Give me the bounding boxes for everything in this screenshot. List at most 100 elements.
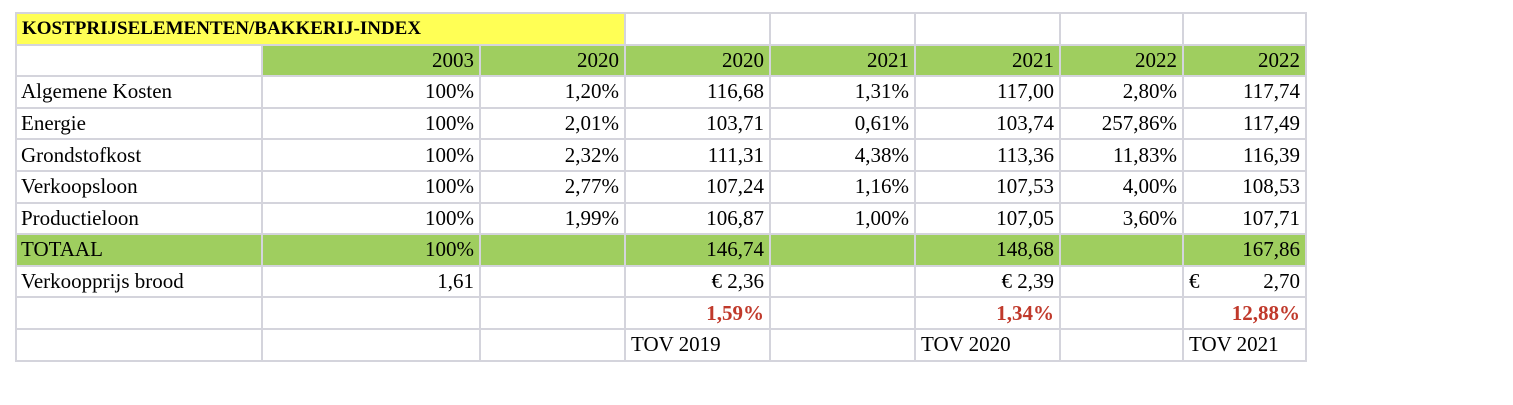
year-header: 2022 bbox=[1059, 43, 1184, 78]
cell-value: 1,31% bbox=[769, 75, 916, 109]
cell-value: 100% bbox=[261, 201, 481, 236]
total-2020: 146,74 bbox=[624, 233, 771, 267]
empty-cell bbox=[1059, 296, 1184, 330]
table-row: Productieloon 100% 1,99% 106,87 1,00% 10… bbox=[15, 201, 1307, 236]
cell-value: 108,53 bbox=[1182, 169, 1307, 204]
year-header-row: 2003 2020 2020 2021 2021 2022 2022 bbox=[15, 43, 1307, 78]
year-header: 2021 bbox=[769, 43, 916, 78]
cell-value: 106,87 bbox=[624, 201, 771, 236]
cell-value: 116,39 bbox=[1182, 138, 1307, 172]
cell-value: 113,36 bbox=[914, 138, 1061, 172]
table-row: Grondstofkost 100% 2,32% 111,31 4,38% 11… bbox=[15, 138, 1307, 172]
reference-2021: TOV 2020 bbox=[914, 327, 1061, 362]
cell-value: 2,32% bbox=[479, 138, 626, 172]
cell-value: 116,68 bbox=[624, 75, 771, 109]
cell-value: 117,74 bbox=[1182, 75, 1307, 109]
cell-value: 1,20% bbox=[479, 75, 626, 109]
total-2022: 167,86 bbox=[1182, 233, 1307, 267]
change-2020: 1,59% bbox=[624, 296, 771, 330]
cell-value: 111,31 bbox=[624, 138, 771, 172]
empty-cell bbox=[479, 233, 626, 267]
cell-value: 100% bbox=[261, 75, 481, 109]
cell-value: 103,74 bbox=[914, 106, 1061, 141]
year-header: 2020 bbox=[624, 43, 771, 78]
empty-cell bbox=[769, 264, 916, 299]
reference-2020: TOV 2019 bbox=[624, 327, 771, 362]
price-row: Verkoopprijs brood 1,61 € 2,36 € 2,39 € … bbox=[15, 264, 1307, 299]
table-row: Verkoopsloon 100% 2,77% 107,24 1,16% 107… bbox=[15, 169, 1307, 204]
cell-value: 100% bbox=[261, 106, 481, 141]
empty-cell bbox=[624, 12, 771, 46]
price-label: Verkoopprijs brood bbox=[15, 264, 263, 299]
price-2021: € 2,39 bbox=[914, 264, 1061, 299]
empty-cell bbox=[1059, 233, 1184, 267]
empty-cell bbox=[1059, 264, 1184, 299]
title-row: KOSTPRIJSELEMENTEN/BAKKERIJ-INDEX bbox=[15, 12, 1307, 46]
empty-cell bbox=[261, 296, 481, 330]
change-2021: 1,34% bbox=[914, 296, 1061, 330]
cell-value: 3,60% bbox=[1059, 201, 1184, 236]
table-row: Energie 100% 2,01% 103,71 0,61% 103,74 2… bbox=[15, 106, 1307, 141]
cell-value: 100% bbox=[261, 169, 481, 204]
table-row: Algemene Kosten 100% 1,20% 116,68 1,31% … bbox=[15, 75, 1307, 109]
empty-cell bbox=[769, 12, 916, 46]
cell-value: 107,05 bbox=[914, 201, 1061, 236]
empty-cell bbox=[1059, 12, 1184, 46]
cell-value: 2,01% bbox=[479, 106, 626, 141]
cell-value: 117,49 bbox=[1182, 106, 1307, 141]
empty-cell bbox=[15, 296, 263, 330]
reference-row: TOV 2019 TOV 2020 TOV 2021 bbox=[15, 327, 1307, 362]
empty-cell bbox=[769, 327, 916, 362]
cell-value: 0,61% bbox=[769, 106, 916, 141]
row-label: Verkoopsloon bbox=[15, 169, 263, 204]
empty-cell bbox=[15, 43, 263, 78]
cell-value: 257,86% bbox=[1059, 106, 1184, 141]
row-label: Algemene Kosten bbox=[15, 75, 263, 109]
year-header: 2021 bbox=[914, 43, 1061, 78]
cell-value: 1,16% bbox=[769, 169, 916, 204]
empty-cell bbox=[914, 12, 1061, 46]
price-2022: € 2,70 bbox=[1182, 264, 1307, 299]
price-2003: 1,61 bbox=[261, 264, 481, 299]
empty-cell bbox=[479, 327, 626, 362]
cell-value: 11,83% bbox=[1059, 138, 1184, 172]
cell-value: 103,71 bbox=[624, 106, 771, 141]
total-2003: 100% bbox=[261, 233, 481, 267]
empty-cell bbox=[261, 327, 481, 362]
change-row: 1,59% 1,34% 12,88% bbox=[15, 296, 1307, 330]
empty-cell bbox=[769, 296, 916, 330]
total-2021: 148,68 bbox=[914, 233, 1061, 267]
reference-2022: TOV 2021 bbox=[1182, 327, 1307, 362]
row-label: Productieloon bbox=[15, 201, 263, 236]
empty-cell bbox=[769, 233, 916, 267]
row-label: Grondstofkost bbox=[15, 138, 263, 172]
year-header: 2003 bbox=[261, 43, 481, 78]
cell-value: 2,80% bbox=[1059, 75, 1184, 109]
price-2020: € 2,36 bbox=[624, 264, 771, 299]
price-2022-amount: 2,70 bbox=[1263, 269, 1300, 294]
cell-value: 100% bbox=[261, 138, 481, 172]
cell-value: 4,00% bbox=[1059, 169, 1184, 204]
empty-cell bbox=[1059, 327, 1184, 362]
cell-value: 1,00% bbox=[769, 201, 916, 236]
row-label: Energie bbox=[15, 106, 263, 141]
cell-value: 1,99% bbox=[479, 201, 626, 236]
empty-cell bbox=[1182, 12, 1307, 46]
change-2022: 12,88% bbox=[1182, 296, 1307, 330]
total-row: TOTAAL 100% 146,74 148,68 167,86 bbox=[15, 233, 1307, 267]
cell-value: 117,00 bbox=[914, 75, 1061, 109]
empty-cell bbox=[15, 327, 263, 362]
empty-cell bbox=[479, 296, 626, 330]
index-table: KOSTPRIJSELEMENTEN/BAKKERIJ-INDEX 2003 2… bbox=[15, 12, 1307, 362]
total-label: TOTAAL bbox=[15, 233, 263, 267]
year-header: 2022 bbox=[1182, 43, 1307, 78]
table-title: KOSTPRIJSELEMENTEN/BAKKERIJ-INDEX bbox=[15, 12, 626, 46]
cell-value: 4,38% bbox=[769, 138, 916, 172]
cell-value: 2,77% bbox=[479, 169, 626, 204]
empty-cell bbox=[479, 264, 626, 299]
year-header: 2020 bbox=[479, 43, 626, 78]
euro-symbol: € bbox=[1189, 269, 1200, 294]
cell-value: 107,71 bbox=[1182, 201, 1307, 236]
cell-value: 107,53 bbox=[914, 169, 1061, 204]
cell-value: 107,24 bbox=[624, 169, 771, 204]
